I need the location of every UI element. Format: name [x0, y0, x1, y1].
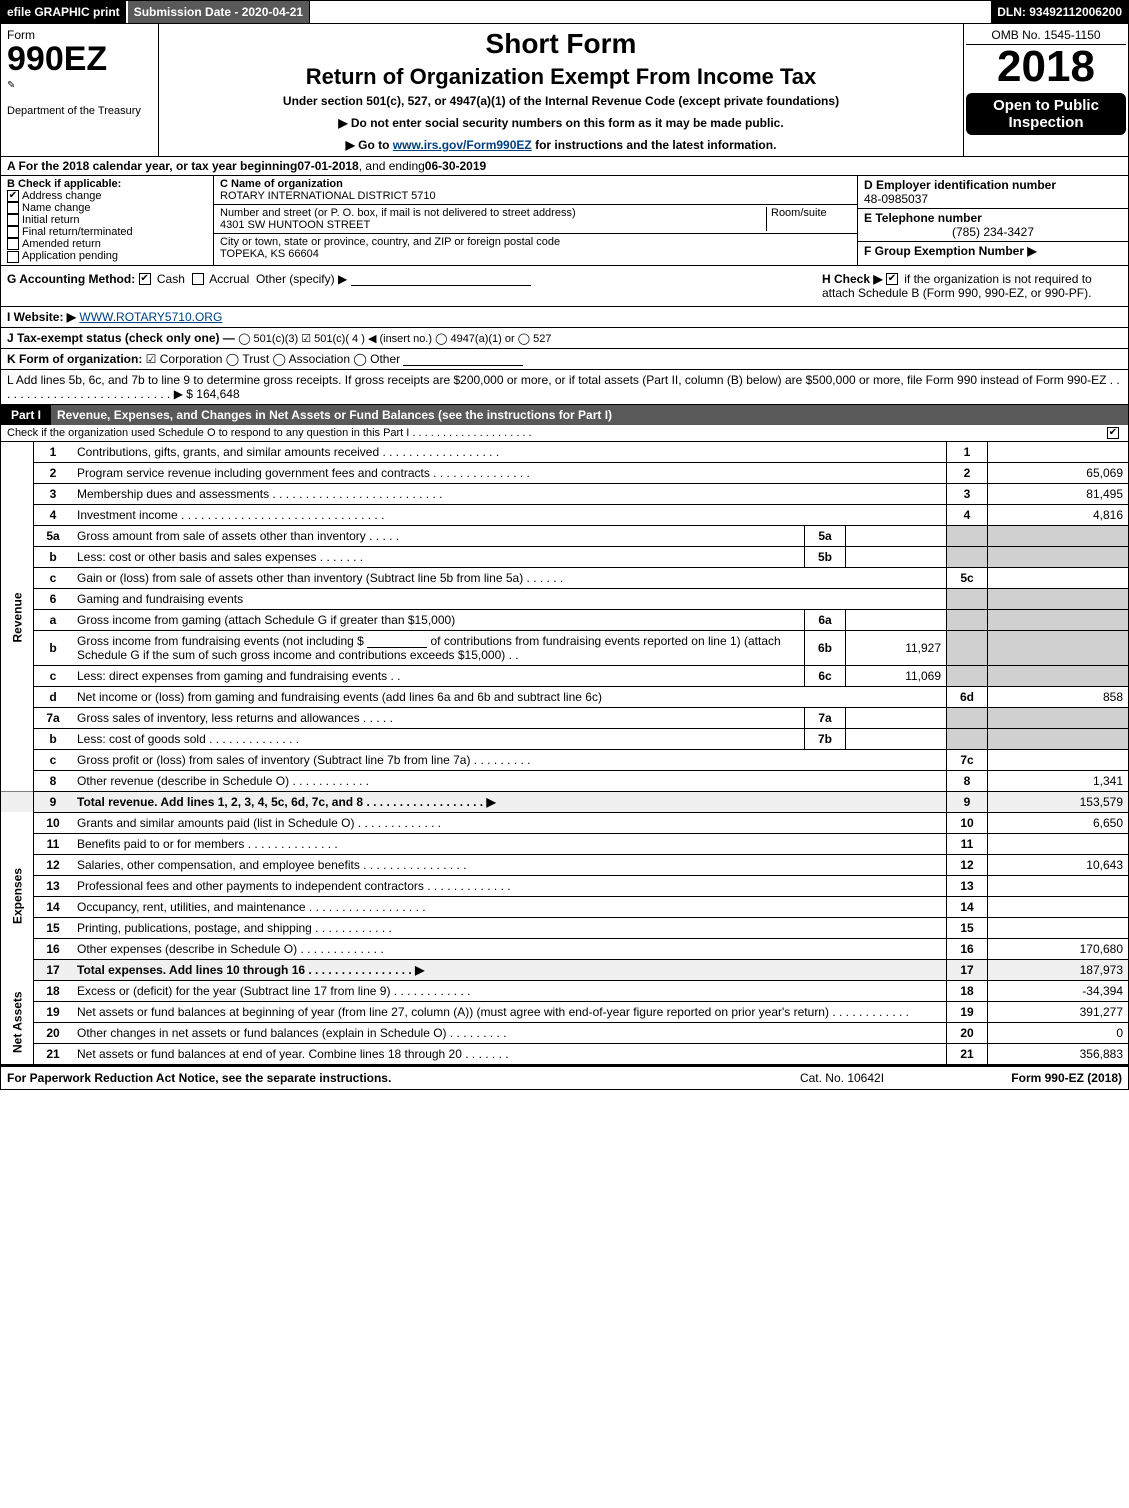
open-to-public: Open to Public Inspection	[966, 93, 1126, 135]
row-i-website: I Website: ▶ WWW.ROTARY5710.ORG	[0, 307, 1129, 328]
line-6d-value: 858	[988, 686, 1129, 707]
line-6a-value	[846, 609, 947, 630]
form-number: 990EZ	[7, 42, 152, 76]
line-7c-value	[988, 749, 1129, 770]
row-j-tax-exempt: J Tax-exempt status (check only one) — ◯…	[0, 328, 1129, 349]
cb-final-return[interactable]: Final return/terminated	[7, 226, 207, 238]
efile-print-label: efile GRAPHIC print	[1, 1, 128, 23]
street-address: 4301 SW HUNTOON STREET	[220, 219, 370, 231]
side-expenses: Expenses	[1, 812, 34, 980]
cb-amended-return[interactable]: Amended return	[7, 238, 207, 250]
part-1-header: Part I Revenue, Expenses, and Changes in…	[0, 405, 1129, 425]
website-link[interactable]: WWW.ROTARY5710.ORG	[79, 310, 222, 324]
line-8-value: 1,341	[988, 770, 1129, 791]
no-ssn-note: ▶ Do not enter social security numbers o…	[165, 116, 957, 130]
submission-date: Submission Date - 2020-04-21	[128, 1, 310, 23]
top-bar: efile GRAPHIC print Submission Date - 20…	[0, 0, 1129, 23]
line-15-value	[988, 917, 1129, 938]
line-9-value: 153,579	[988, 791, 1129, 812]
line-17-value: 187,973	[988, 959, 1129, 980]
org-name: ROTARY INTERNATIONAL DISTRICT 5710	[220, 190, 436, 202]
org-info-block: B Check if applicable: Address change Na…	[0, 176, 1129, 266]
group-exemption: F Group Exemption Number ▶	[864, 244, 1037, 258]
line-4-value: 4,816	[988, 504, 1129, 525]
paperwork-notice: For Paperwork Reduction Act Notice, see …	[7, 1071, 742, 1085]
return-title: Return of Organization Exempt From Incom…	[165, 64, 957, 90]
line-16-value: 170,680	[988, 938, 1129, 959]
period-begin: 07-01-2018	[297, 159, 358, 173]
cb-schedule-b-not-required[interactable]	[886, 273, 898, 285]
catalog-number: Cat. No. 10642I	[742, 1071, 942, 1085]
line-13-value	[988, 875, 1129, 896]
box-d-e-f: D Employer identification number 48-0985…	[857, 176, 1128, 265]
cb-address-change[interactable]: Address change	[7, 190, 207, 202]
line-19-value: 391,277	[988, 1001, 1129, 1022]
dln: DLN: 93492112006200	[991, 1, 1128, 23]
short-form-title: Short Form	[165, 28, 957, 60]
line-11-value	[988, 833, 1129, 854]
cb-name-change[interactable]: Name change	[7, 202, 207, 214]
line-18-value: -34,394	[988, 980, 1129, 1001]
line-14-value	[988, 896, 1129, 917]
cb-cash[interactable]	[139, 273, 151, 285]
irs-link[interactable]: www.irs.gov/Form990EZ	[393, 138, 532, 152]
city-state-zip: TOPEKA, KS 66604	[220, 248, 319, 260]
go-to-line: ▶ Go to www.irs.gov/Form990EZ for instru…	[165, 138, 957, 152]
line-2-value: 65,069	[988, 462, 1129, 483]
part-1-subheader: Check if the organization used Schedule …	[0, 425, 1129, 442]
row-l-gross-receipts: L Add lines 5b, 6c, and 7b to line 9 to …	[0, 370, 1129, 405]
cb-application-pending[interactable]: Application pending	[7, 250, 207, 262]
line-3-value: 81,495	[988, 483, 1129, 504]
line-1-value	[988, 442, 1129, 463]
period-row: A For the 2018 calendar year, or tax yea…	[0, 157, 1129, 176]
box-c: C Name of organization ROTARY INTERNATIO…	[214, 176, 857, 265]
page-footer: For Paperwork Reduction Act Notice, see …	[0, 1065, 1129, 1090]
tax-year: 2018	[966, 45, 1126, 89]
cb-initial-return[interactable]: Initial return	[7, 214, 207, 226]
line-20-value: 0	[988, 1022, 1129, 1043]
line-21-value: 356,883	[988, 1043, 1129, 1064]
form-header: Form 990EZ ✎ Department of the Treasury …	[0, 23, 1129, 157]
row-g-h: G Accounting Method: Cash Accrual Other …	[0, 266, 1129, 307]
line-10-value: 6,650	[988, 812, 1129, 833]
line-7b-value	[846, 728, 947, 749]
under-section: Under section 501(c), 527, or 4947(a)(1)…	[165, 94, 957, 108]
box-h: H Check ▶ if the organization is not req…	[816, 266, 1128, 306]
line-6b-value: 11,927	[846, 630, 947, 665]
box-b: B Check if applicable: Address change Na…	[1, 176, 214, 265]
ein: 48-0985037	[864, 192, 928, 206]
line-7a-value	[846, 707, 947, 728]
form-footer-ref: Form 990-EZ (2018)	[942, 1071, 1122, 1085]
line-5a-value	[846, 525, 947, 546]
cb-schedule-o-used[interactable]	[1107, 427, 1119, 439]
row-k-form-org: K Form of organization: ☑ Corporation ◯ …	[0, 349, 1129, 370]
side-revenue: Revenue	[1, 442, 34, 792]
period-end: 06-30-2019	[425, 159, 486, 173]
line-5b-value	[846, 546, 947, 567]
line-5c-value	[988, 567, 1129, 588]
line-12-value: 10,643	[988, 854, 1129, 875]
dept-treasury: Department of the Treasury	[7, 105, 152, 117]
telephone: (785) 234-3427	[864, 225, 1122, 239]
cb-accrual[interactable]	[192, 273, 204, 285]
side-net-assets: Net Assets	[1, 980, 34, 1064]
line-6c-value: 11,069	[846, 665, 947, 686]
gross-receipts-amount: 164,648	[196, 387, 239, 401]
part-1-table: Revenue 1 Contributions, gifts, grants, …	[0, 442, 1129, 1065]
